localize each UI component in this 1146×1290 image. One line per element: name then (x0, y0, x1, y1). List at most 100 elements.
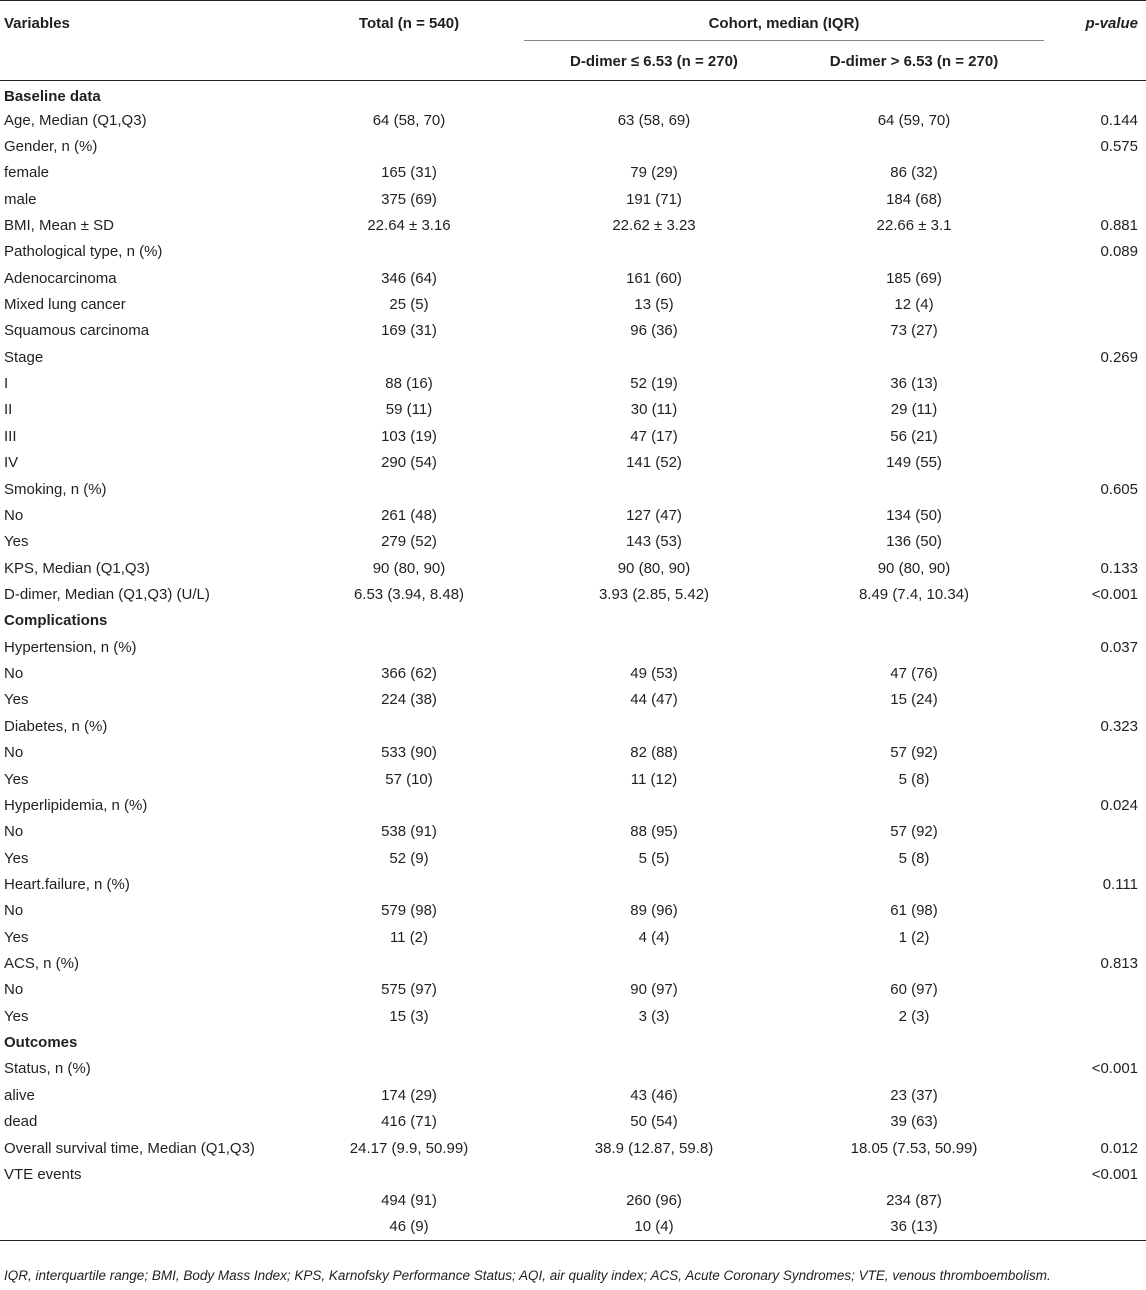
cell-label: VTE events (4, 1165, 82, 1183)
cell-high: 57 (92) (890, 744, 938, 762)
cell-label: Outcomes (4, 1034, 78, 1052)
table-row: ACS, n (%) 0.813 (0, 950, 1146, 976)
cell-low: 82 (88) (630, 744, 678, 762)
cell-high: 184 (68) (886, 190, 942, 208)
cell-low: 191 (71) (626, 190, 682, 208)
cell-pvalue (1044, 423, 1146, 449)
cell-high: 2 (3) (898, 1007, 930, 1025)
table-row: alive 174 (29) 43 (46) 23 (37) (0, 1082, 1146, 1108)
cell-pvalue (1044, 450, 1146, 476)
col-header-cohort: Cohort, median (IQR) (524, 0, 1044, 41)
cell-pvalue (1044, 291, 1146, 317)
cell-high: 22.66 ± 3.1 (876, 216, 952, 234)
table-row: 46 (9) 10 (4) 36 (13) (0, 1213, 1146, 1241)
cell-low: 88 (95) (630, 823, 678, 841)
cell-high (784, 634, 1044, 660)
cell-pvalue (1044, 1109, 1146, 1135)
cell-pvalue (1044, 1029, 1146, 1055)
cell-total: 494 (91) (381, 1192, 437, 1210)
cell-total: 575 (97) (381, 981, 437, 999)
table-row: female 165 (31) 79 (29) 86 (32) (0, 160, 1146, 186)
cell-pvalue (1044, 1003, 1146, 1029)
cell-total (294, 871, 524, 897)
cell-total: 169 (31) (381, 322, 437, 340)
cell-label: Mixed lung cancer (4, 296, 126, 314)
cell-low: 38.9 (12.87, 59.8) (594, 1139, 714, 1157)
cell-label: IV (4, 454, 19, 472)
cell-low: 90 (97) (630, 981, 678, 999)
cell-low: 49 (53) (630, 665, 678, 683)
table-row: IV 290 (54) 141 (52) 149 (55) (0, 450, 1146, 476)
cell-total: 90 (80, 90) (372, 559, 446, 577)
cell-total (294, 634, 524, 660)
cell-low: 52 (19) (630, 375, 678, 393)
cell-label: Squamous carcinoma (4, 322, 150, 340)
col-header-total: Total (n = 540) (294, 0, 524, 41)
table-row: Age, Median (Q1,Q3) 64 (58, 70) 63 (58, 69… (0, 107, 1146, 133)
cell-total: 366 (62) (381, 665, 437, 683)
cell-high: 8.49 (7.4, 10.34) (858, 586, 970, 603)
cell-low: 4 (4) (638, 928, 670, 946)
cell-low (524, 133, 784, 159)
cell-high (784, 713, 1044, 739)
section-row: Baseline data (0, 81, 1146, 107)
cell-low (524, 792, 784, 818)
cell-total (294, 608, 524, 634)
cell-label: No (4, 744, 24, 762)
cell-high (784, 476, 1044, 502)
cell-pvalue: 0.133 (1100, 559, 1138, 577)
table-row: II 59 (11) 30 (11) 29 (11) (0, 397, 1146, 423)
table-row: No 575 (97) 90 (97) 60 (97) (0, 977, 1146, 1003)
cell-high: 134 (50) (886, 506, 942, 524)
cell-total: 6.53 (3.94, 8.48) (353, 586, 465, 603)
table-row: Yes 11 (2) 4 (4) 1 (2) (0, 924, 1146, 950)
cell-pvalue: 0.881 (1100, 216, 1138, 234)
cell-high: 23 (37) (890, 1086, 938, 1104)
table-row: No 533 (90) 82 (88) 57 (92) (0, 739, 1146, 765)
table-row: Hypertension, n (%) 0.037 (0, 634, 1146, 660)
cell-high: 234 (87) (886, 1192, 942, 1210)
cell-low (524, 950, 784, 976)
cell-pvalue: 0.024 (1100, 796, 1138, 814)
cell-low: 143 (53) (626, 533, 682, 551)
table-body: Baseline data Age, Median (Q1,Q3) 64 (58, … (0, 81, 1146, 1241)
cell-label: Age, Median (Q1,Q3) (4, 111, 147, 129)
cell-high: 15 (24) (890, 691, 938, 709)
cell-label: Heart.failure, n (%) (4, 875, 130, 893)
cell-pvalue (1044, 845, 1146, 871)
cell-label: No (4, 823, 24, 841)
cell-pvalue: 0.089 (1100, 243, 1138, 261)
cell-total: 11 (2) (389, 928, 429, 946)
table-row: Pathological type, n (%) 0.089 (0, 239, 1146, 265)
cell-label: No (4, 506, 24, 524)
cell-pvalue (1044, 502, 1146, 528)
cell-label: Diabetes, n (%) (4, 717, 108, 735)
cell-total (294, 792, 524, 818)
cell-low (524, 1161, 784, 1187)
cell-total: 88 (16) (385, 375, 433, 393)
cell-low: 260 (96) (626, 1192, 682, 1210)
cell-low (524, 713, 784, 739)
table-row: Yes 52 (9) 5 (5) 5 (8) (0, 845, 1146, 871)
cell-high: 18.05 (7.53, 50.99) (850, 1139, 978, 1157)
cell-pvalue: 0.037 (1100, 638, 1138, 656)
cell-high: 36 (13) (890, 375, 938, 393)
table-row: No 538 (91) 88 (95) 57 (92) (0, 819, 1146, 845)
cell-high: 5 (8) (898, 770, 930, 788)
cell-high: 90 (80, 90) (877, 559, 951, 577)
table-row: D-dimer, Median (Q1,Q3) (U/L) 6.53 (3.94,… (0, 581, 1146, 607)
cell-pvalue (1044, 608, 1146, 634)
cell-low (524, 1056, 784, 1082)
cell-pvalue (1044, 924, 1146, 950)
cell-label: Yes (4, 770, 29, 788)
data-table: Variables Total (n = 540) Cohort, median… (0, 0, 1146, 1241)
cell-total (294, 1029, 524, 1055)
cell-total: 46 (9) (294, 1213, 524, 1241)
cell-total: 375 (69) (381, 190, 437, 208)
cell-high: 86 (32) (890, 164, 938, 182)
col-header-variables: Variables (0, 0, 294, 41)
table-row: Stage 0.269 (0, 344, 1146, 370)
cell-low: 127 (47) (626, 506, 682, 524)
cell-low: 50 (54) (630, 1113, 678, 1131)
cell-low: 96 (36) (630, 322, 678, 340)
